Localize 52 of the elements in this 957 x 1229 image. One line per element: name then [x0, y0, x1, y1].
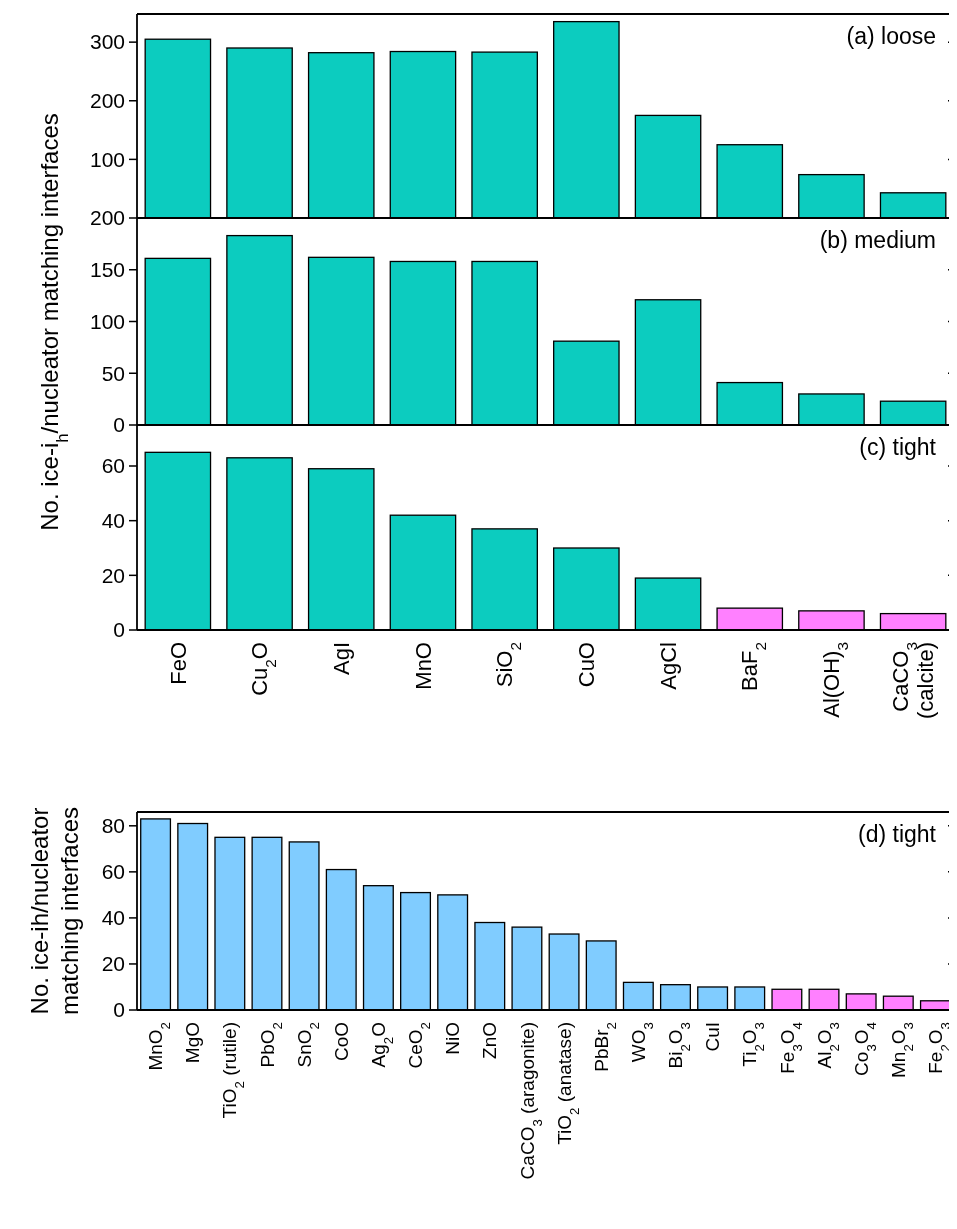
- y-tick-label: 200: [89, 206, 125, 230]
- bar: [716, 144, 784, 219]
- y-tick-label: 60: [101, 860, 125, 884]
- y-tick-label: 200: [89, 89, 125, 113]
- x-tick-label: CuO: [574, 642, 600, 688]
- bar: [553, 20, 620, 219]
- x-tick-label: ZnO: [479, 1022, 501, 1059]
- bar: [634, 299, 702, 426]
- bar: [798, 173, 865, 219]
- bar: [144, 38, 212, 219]
- y-tick-label: 50: [101, 361, 125, 385]
- bar: [798, 393, 865, 426]
- bar: [307, 256, 375, 426]
- y-tick-label: 20: [101, 952, 125, 976]
- chart-title: (b) medium: [819, 227, 936, 253]
- x-tick-label: MnO: [410, 642, 436, 690]
- y-tick-label: 60: [101, 454, 125, 478]
- bar: [553, 340, 620, 426]
- y-tick-label: 150: [89, 258, 125, 282]
- y-tick-label: 0: [113, 413, 125, 437]
- x-tick-label: AgCl: [655, 642, 681, 690]
- bar: [879, 400, 947, 426]
- bar: [471, 260, 538, 426]
- y-tick-label: 40: [101, 509, 125, 533]
- bar: [389, 50, 457, 219]
- chart-title: (a) loose: [846, 23, 936, 49]
- bar: [144, 257, 212, 426]
- y-tick-label: 0: [113, 998, 125, 1022]
- y-tick-label: 100: [89, 147, 125, 171]
- bar: [879, 192, 947, 219]
- bar: [226, 234, 293, 426]
- chart-title: (d) tight: [858, 821, 937, 847]
- y-tick-label: 20: [101, 563, 125, 587]
- x-tick-label: NiO: [442, 1022, 464, 1055]
- bar: [389, 260, 457, 426]
- x-tick-label: FeO: [165, 642, 191, 685]
- y-tick-label: 300: [89, 30, 125, 54]
- y-tick-label: 40: [101, 906, 125, 930]
- bar: [716, 381, 784, 426]
- x-tick-label: MgO: [182, 1022, 204, 1064]
- x-tick-label: AgI: [328, 642, 354, 676]
- bar: [307, 52, 375, 219]
- x-tick-label: CuI: [702, 1022, 724, 1052]
- chart-title: (c) tight: [859, 434, 937, 460]
- y-axis-title: No. ice-ih/nucleator matching interfaces: [26, 806, 83, 1016]
- y-tick-label: 100: [89, 309, 125, 333]
- y-tick-label: 0: [113, 618, 125, 642]
- y-tick-label: 80: [101, 814, 125, 838]
- bar: [471, 51, 538, 219]
- bar: [226, 47, 293, 219]
- x-tick-label: CoO: [330, 1022, 352, 1062]
- bar: [634, 114, 702, 219]
